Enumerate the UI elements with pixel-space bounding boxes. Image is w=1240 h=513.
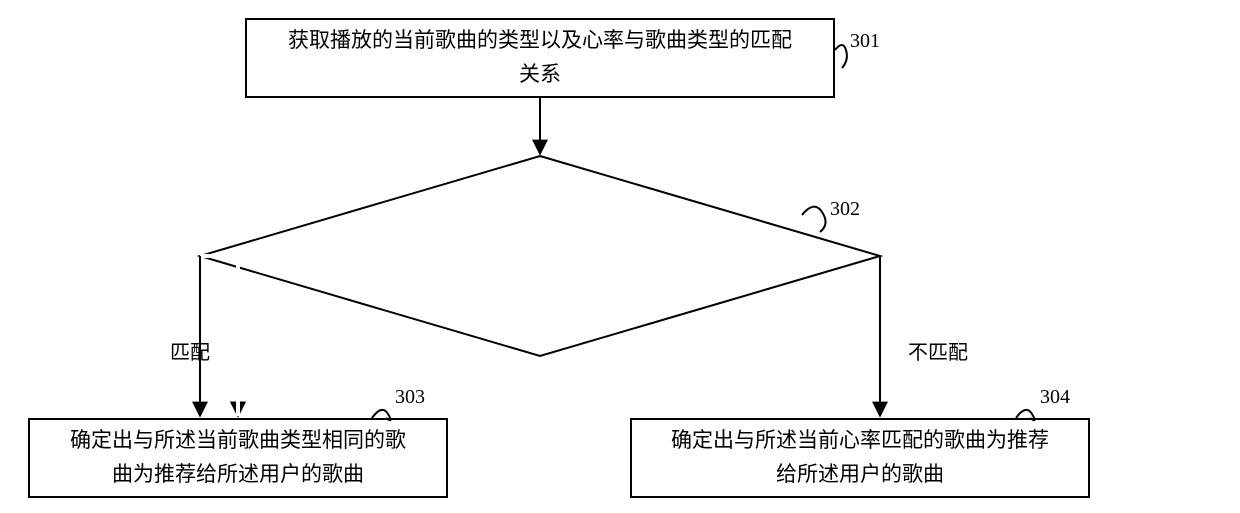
node-303-text: 确定出与所述当前歌曲类型相同的歌 曲为推荐给所述用户的歌曲 [70, 424, 406, 491]
process-node-301: 获取播放的当前歌曲的类型以及心率与歌曲类型的匹配 关系 [245, 18, 835, 98]
node-302-line2: 匹配关系，判断所述当前心率和所述当前歌 [341, 243, 740, 267]
edge-label-match: 匹配 [170, 336, 210, 365]
node-301-line1: 获取播放的当前歌曲的类型以及心率与歌曲类型的匹配 [288, 28, 792, 52]
node-304-line1: 确定出与所述当前心率匹配的歌曲为推荐 [671, 428, 1049, 452]
callout-302 [802, 207, 826, 232]
node-304-text: 确定出与所述当前心率匹配的歌曲为推荐 给所述用户的歌曲 [671, 424, 1049, 491]
node-301-text: 获取播放的当前歌曲的类型以及心率与歌曲类型的匹配 关系 [288, 24, 792, 91]
node-303-line2: 曲为推荐给所述用户的歌曲 [112, 462, 364, 486]
ref-label-304: 304 [1040, 386, 1070, 409]
process-node-303: 确定出与所述当前歌曲类型相同的歌 曲为推荐给所述用户的歌曲 [28, 418, 448, 498]
node-303-line1: 确定出与所述当前歌曲类型相同的歌 [70, 428, 406, 452]
callout-301 [835, 45, 847, 68]
node-302-line3: 曲的类型是否匹配 [456, 276, 624, 300]
edge-label-nomatch: 不匹配 [908, 336, 968, 365]
process-node-304: 确定出与所述当前心率匹配的歌曲为推荐 给所述用户的歌曲 [630, 418, 1090, 498]
node-302-line1: 基于心率与歌曲类型的 [435, 209, 645, 233]
ref-label-301: 301 [850, 30, 880, 53]
node-301-line2: 关系 [519, 62, 561, 86]
node-304-line2: 给所述用户的歌曲 [776, 462, 944, 486]
decision-node-302-text: 基于心率与歌曲类型的 匹配关系，判断所述当前心率和所述当前歌 曲的类型是否匹配 [310, 205, 770, 306]
ref-label-302: 302 [830, 198, 860, 221]
ref-label-303: 303 [395, 386, 425, 409]
